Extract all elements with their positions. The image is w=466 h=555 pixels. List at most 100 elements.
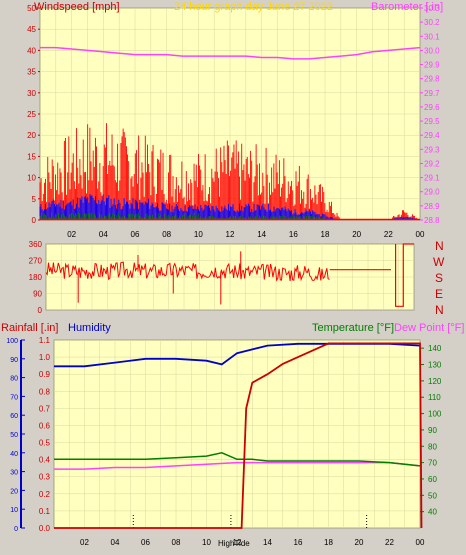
windspeed-tick-label: 25 bbox=[27, 110, 36, 119]
barometer-tick-label: 29.1 bbox=[424, 174, 440, 183]
rain-hour-label: 04 bbox=[111, 538, 120, 547]
rainfall-tick-label: 0.6 bbox=[39, 421, 51, 430]
wind-hour-label: 14 bbox=[257, 230, 266, 239]
rain-hour-label: 08 bbox=[172, 538, 181, 547]
barometer-tick-label: 29.8 bbox=[424, 75, 440, 84]
windspeed-tick-label: 50 bbox=[27, 4, 36, 13]
barometer-tick-label: 30.2 bbox=[424, 18, 440, 27]
wind-barometer-panel: 0 5 10 15 20 25 30 35 40 45 50 28.8 28.9 29.0 29.1 29.… bbox=[27, 1, 443, 239]
temperature-tick-label: 50 bbox=[428, 491, 437, 500]
barometer-tick-label: 29.7 bbox=[424, 89, 440, 98]
rainfall-tick-label: 0.5 bbox=[39, 439, 51, 448]
rainfall-axis: 0.0 0.1 0.2 0.3 0.4 0.5 0.6 0.7 0.8 0.9 1.0 1.1 bbox=[39, 336, 51, 533]
temperature-label: Temperature [°F] bbox=[312, 322, 394, 334]
direction-tick-label: 180 bbox=[29, 273, 43, 282]
rain-hour-label: 18 bbox=[324, 538, 333, 547]
rain-hour-label: 12 bbox=[233, 538, 242, 547]
rain-hour-label: 00 bbox=[416, 538, 425, 547]
windspeed-tick-label: 40 bbox=[27, 46, 36, 55]
humidity-tick-label: 20 bbox=[10, 488, 18, 495]
humidity-tick-label: 10 bbox=[10, 507, 18, 514]
windspeed-tick-label: 20 bbox=[27, 131, 36, 140]
windspeed-tick-label: 45 bbox=[27, 25, 36, 34]
temperature-tick-label: 130 bbox=[428, 361, 442, 370]
rainfall-tick-label: 0.4 bbox=[39, 456, 51, 465]
rain-hour-label: 02 bbox=[80, 538, 89, 547]
wind-hour-label: 20 bbox=[352, 230, 361, 239]
humidity-axis: 0 10 20 30 40 50 60 70 80 90 100 bbox=[6, 338, 25, 533]
wind-hour-label: 12 bbox=[226, 230, 235, 239]
barometer-tick-label: 28.9 bbox=[424, 202, 440, 211]
wind-hour-label: 18 bbox=[321, 230, 330, 239]
temperature-tick-label: 90 bbox=[428, 426, 437, 435]
barometer-tick-label: 30.0 bbox=[424, 46, 440, 55]
wind-hour-label: 06 bbox=[131, 230, 140, 239]
barometer-tick-label: 28.8 bbox=[424, 216, 440, 225]
wind-x-axis: 02 04 06 08 10 12 14 16 18 20 22 00 bbox=[67, 230, 425, 239]
wind-direction-panel: 0 90 180 270 360 N W S E N bbox=[29, 239, 445, 317]
windspeed-tick-label: 35 bbox=[27, 68, 36, 77]
rainfall-tick-label: 0.0 bbox=[39, 524, 51, 533]
wind-marks bbox=[39, 46, 421, 221]
humidity-tick-label: 40 bbox=[10, 451, 18, 458]
humidity-label: Humidity bbox=[68, 322, 111, 334]
temperature-axis: 40 50 60 70 80 90 100 110 120 130 140 bbox=[420, 344, 442, 517]
rainfall-tick-label: 0.8 bbox=[39, 387, 51, 396]
compass-w: W bbox=[433, 255, 445, 269]
windspeed-tick-label: 10 bbox=[27, 174, 36, 183]
humidity-tick-label: 80 bbox=[10, 376, 18, 383]
humidity-tick-label: 70 bbox=[10, 394, 18, 401]
humidity-tick-label: 50 bbox=[10, 432, 18, 439]
direction-tick-label: 360 bbox=[29, 240, 43, 249]
barometer-tick-label: 30.3 bbox=[424, 4, 440, 13]
barometer-tick-label: 29.6 bbox=[424, 103, 440, 112]
rainfall-tick-label: 0.9 bbox=[39, 370, 51, 379]
windspeed-tick-label: 15 bbox=[27, 152, 36, 161]
direction-marks bbox=[45, 243, 414, 307]
dewpoint-label: Dew Point [°F] bbox=[394, 322, 464, 334]
windspeed-label: Windspeed [mph] bbox=[34, 1, 120, 13]
humidity-tick-label: 90 bbox=[10, 357, 18, 364]
rainfall-tick-label: 0.7 bbox=[39, 404, 51, 413]
wind-hour-label: 04 bbox=[99, 230, 108, 239]
direction-grid bbox=[45, 243, 415, 311]
temperature-tick-label: 140 bbox=[428, 344, 442, 353]
rainfall-tick-label: 0.1 bbox=[39, 507, 51, 516]
temperature-tick-label: 80 bbox=[428, 442, 437, 451]
temperature-line bbox=[54, 452, 421, 467]
direction-end bbox=[395, 243, 414, 307]
temperature-tick-label: 110 bbox=[428, 393, 441, 402]
wind-hour-label: 16 bbox=[289, 230, 298, 239]
barometer-tick-label: 29.5 bbox=[424, 117, 440, 126]
wind-hour-label: 08 bbox=[162, 230, 171, 239]
rainfall-tick-label: 0.3 bbox=[39, 473, 51, 482]
barometer-label: Barometer [.in] bbox=[371, 1, 443, 13]
temperature-tick-label: 100 bbox=[428, 410, 442, 419]
barometer-tick-label: 30.1 bbox=[424, 32, 440, 41]
rain-hour-label: 22 bbox=[385, 538, 394, 547]
rain-marks bbox=[54, 342, 423, 529]
direction-axis: 0 90 180 270 360 bbox=[29, 240, 43, 315]
rain-x-axis: 02 04 06 08 10 12 14 16 18 20 22 00 bbox=[80, 538, 425, 547]
humidity-tick-label: 100 bbox=[6, 338, 18, 345]
compass-n-bottom: N bbox=[435, 303, 444, 317]
rain-hour-label: 10 bbox=[202, 538, 211, 547]
windspeed-tick-label: 0 bbox=[32, 216, 37, 225]
barometer-tick-label: 29.3 bbox=[424, 145, 440, 154]
windspeed-tick-label: 5 bbox=[32, 195, 37, 204]
windspeed-axis: 0 5 10 15 20 25 30 35 40 45 50 bbox=[27, 4, 40, 225]
barometer-tick-label: 29.4 bbox=[424, 131, 440, 140]
temperature-tick-label: 40 bbox=[428, 508, 437, 517]
rain-temp-panel: 0.0 0.1 0.2 0.3 0.4 0.5 0.6 0.7 0.8 0.9 1.0 1.1 0 10… bbox=[1, 322, 464, 548]
rain-hour-label: 16 bbox=[294, 538, 303, 547]
barometer-axis: 28.8 28.9 29.0 29.1 29.2 29.3 29.4 29.5 29.6 29.7… bbox=[420, 4, 440, 225]
temperature-tick-label: 120 bbox=[428, 377, 442, 386]
windspeed-tick-label: 30 bbox=[27, 89, 36, 98]
humidity-tick-label: 30 bbox=[10, 470, 18, 477]
temperature-tick-label: 70 bbox=[428, 459, 437, 468]
rainfall-tick-label: 0.2 bbox=[39, 490, 51, 499]
wind-hour-label: 10 bbox=[194, 230, 203, 239]
rainfall-label: Rainfall [.in] bbox=[1, 322, 58, 334]
rainfall-tick-label: 1.0 bbox=[39, 353, 51, 362]
